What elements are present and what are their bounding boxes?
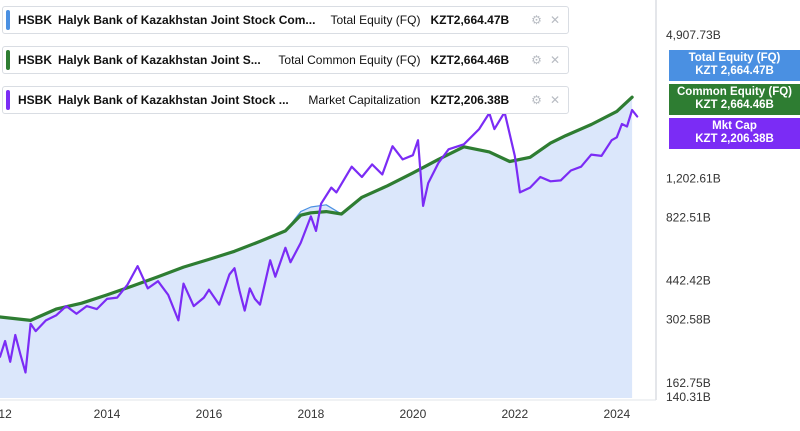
legend-row-common-equity[interactable]: HSBK Halyk Bank of Kazakhstan Joint S...… <box>2 46 569 74</box>
flag-value: KZT 2,206.38B <box>695 133 774 145</box>
legend-metric: Total Equity (FQ) <box>330 13 421 27</box>
x-tick-label: 2018 <box>298 407 325 421</box>
legend-row-market-cap[interactable]: HSBK Halyk Bank of Kazakhstan Joint Stoc… <box>2 86 569 114</box>
common-equity-flag: Common Equity (FQ) KZT 2,664.46B <box>669 84 800 115</box>
flag-title: Total Equity (FQ) <box>688 52 781 64</box>
y-tick-label: 1,202.61B <box>666 172 721 186</box>
y-tick-label: 140.31B <box>666 390 711 404</box>
series-color-swatch <box>6 90 10 110</box>
flag-value: KZT 2,664.47B <box>695 65 774 77</box>
y-tick-label: 4,907.73B <box>666 28 721 42</box>
series-area-total-equity-fq <box>0 97 633 398</box>
close-icon[interactable]: ✕ <box>549 13 560 27</box>
legend-ticker: HSBK <box>18 13 53 27</box>
close-icon[interactable]: ✕ <box>549 53 560 67</box>
flag-title: Mkt Cap <box>712 120 757 132</box>
legend-company: Halyk Bank of Kazakhstan Joint Stock ... <box>58 93 289 107</box>
x-tick-label: 2024 <box>603 407 630 421</box>
y-tick-label: 822.51B <box>666 210 711 224</box>
total-equity-flag: Total Equity (FQ) KZT 2,664.47B <box>669 50 800 81</box>
legend-company: Halyk Bank of Kazakhstan Joint S... <box>58 53 261 67</box>
legend-metric: Market Capitalization <box>308 93 421 107</box>
market-cap-flag: Mkt Cap KZT 2,206.38B <box>669 118 800 149</box>
series-color-swatch <box>6 50 10 70</box>
legend-metric: Total Common Equity (FQ) <box>278 53 421 67</box>
legend-value: KZT2,206.38B <box>430 93 510 107</box>
legend-ticker: HSBK <box>18 93 53 107</box>
series-color-swatch <box>6 10 10 30</box>
legend-company: Halyk Bank of Kazakhstan Joint Stock Com… <box>58 13 316 27</box>
axes: 4,907.73B 1,202.61B 822.51B 442.42B 302.58B 1… <box>0 0 721 421</box>
legend-ticker: HSBK <box>18 53 53 67</box>
x-tick-label: 2022 <box>501 407 528 421</box>
x-tick-label: 2016 <box>196 407 223 421</box>
x-tick-label: 2020 <box>400 407 427 421</box>
legend-value: KZT2,664.46B <box>430 53 510 67</box>
y-tick-label: 302.58B <box>666 313 711 327</box>
x-tick-label: 12 <box>0 407 12 421</box>
plot-area <box>0 95 639 398</box>
settings-icon[interactable]: ⚙ <box>531 13 542 27</box>
settings-icon[interactable]: ⚙ <box>531 93 542 107</box>
flag-value: KZT 2,664.46B <box>695 99 774 111</box>
settings-icon[interactable]: ⚙ <box>531 53 542 67</box>
legend-value: KZT2,664.47B <box>430 13 510 27</box>
y-tick-label: 442.42B <box>666 274 711 288</box>
flag-title: Common Equity (FQ) <box>677 86 792 98</box>
y-tick-label: 162.75B <box>666 376 711 390</box>
x-tick-label: 2014 <box>94 407 121 421</box>
legend-row-total-equity[interactable]: HSBK Halyk Bank of Kazakhstan Joint Stoc… <box>2 6 569 34</box>
close-icon[interactable]: ✕ <box>549 93 560 107</box>
series-line-market-capitalization <box>0 108 639 374</box>
